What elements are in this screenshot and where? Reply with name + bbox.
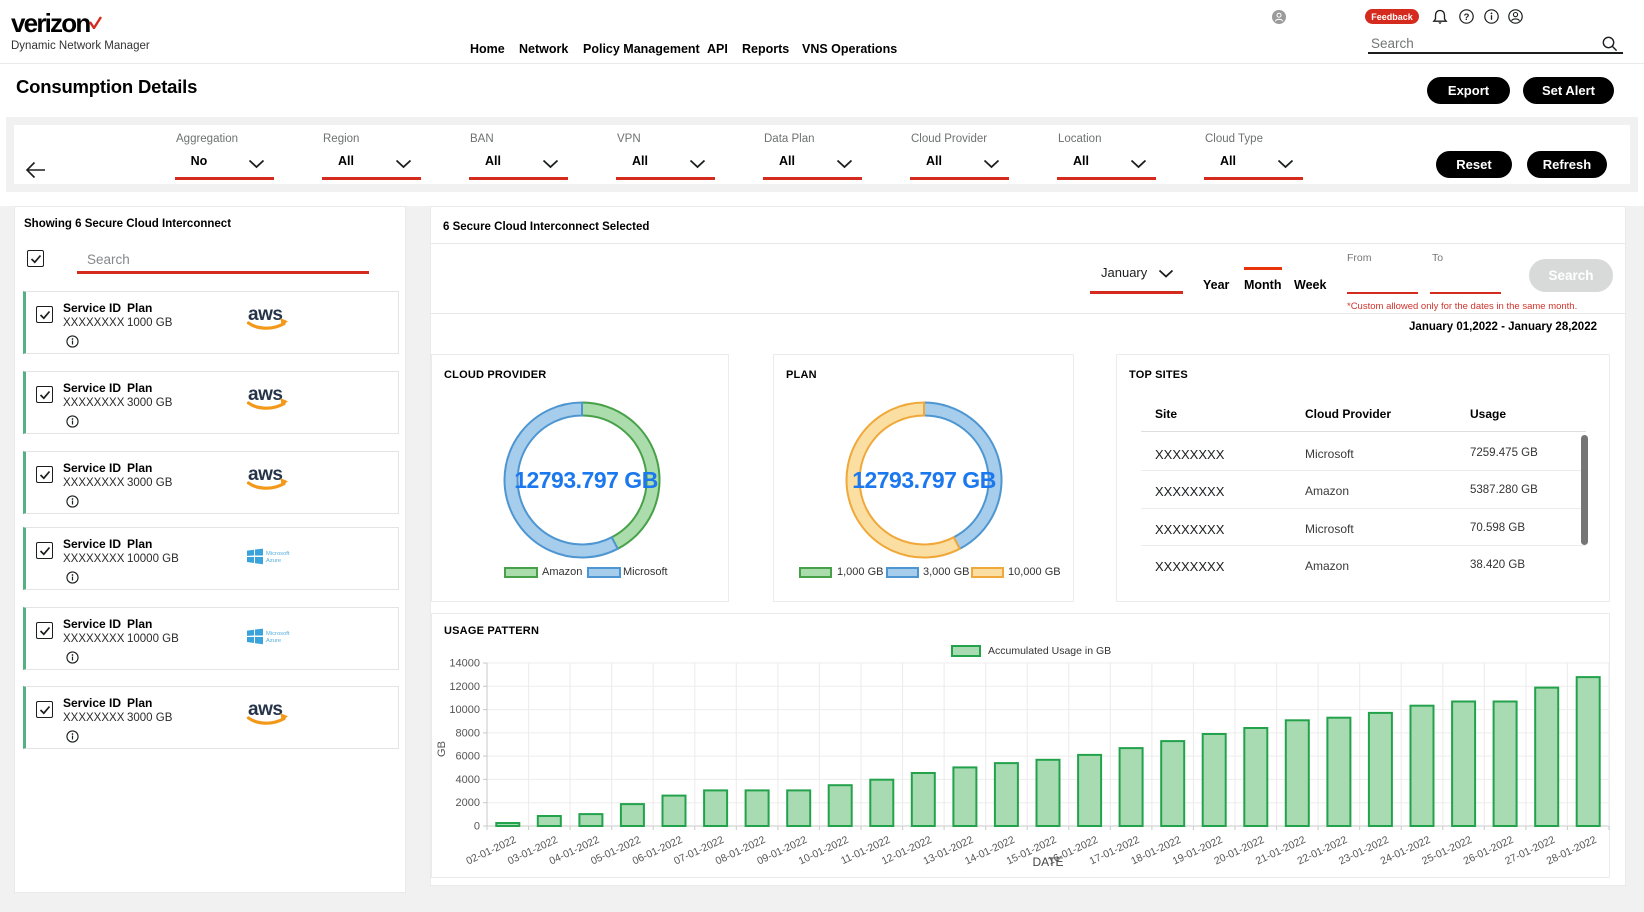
- svg-text:Microsoft: Microsoft: [266, 551, 290, 557]
- svg-text:aws: aws: [248, 304, 282, 325]
- svg-text:14000: 14000: [449, 658, 480, 670]
- svg-text:4000: 4000: [456, 774, 480, 786]
- svg-text:Azure: Azure: [266, 638, 281, 644]
- svg-text:0: 0: [474, 821, 480, 833]
- svg-text:2000: 2000: [456, 797, 480, 809]
- svg-text:Microsoft: Microsoft: [266, 631, 290, 637]
- svg-text:aws: aws: [248, 384, 282, 405]
- svg-text:aws: aws: [248, 464, 282, 485]
- svg-text:6000: 6000: [456, 751, 480, 763]
- svg-text:aws: aws: [248, 699, 282, 720]
- svg-text:12000: 12000: [449, 681, 480, 693]
- svg-text:?: ?: [1464, 12, 1470, 23]
- svg-text:GB: GB: [436, 741, 448, 757]
- svg-text:Azure: Azure: [266, 558, 281, 564]
- svg-text:10000: 10000: [449, 704, 480, 716]
- svg-text:DATE: DATE: [1032, 855, 1063, 869]
- svg-text:8000: 8000: [456, 727, 480, 739]
